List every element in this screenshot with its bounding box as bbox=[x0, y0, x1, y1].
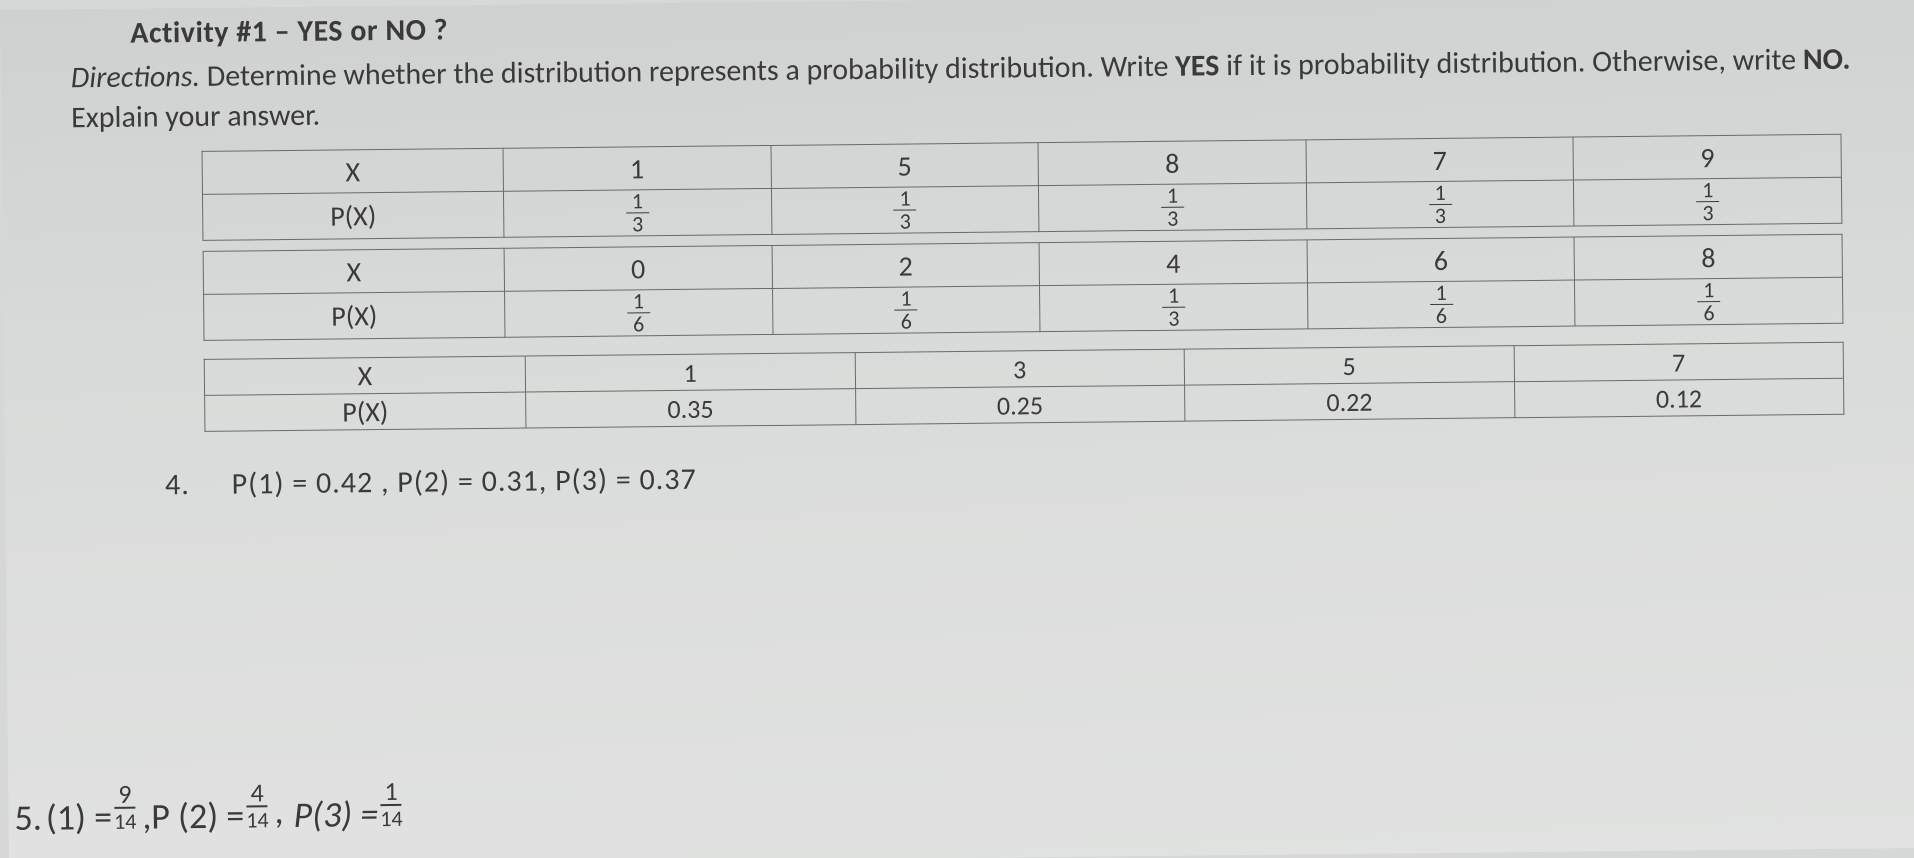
x-cell: 1 bbox=[525, 353, 855, 392]
fraction-numerator: 9 bbox=[114, 781, 135, 809]
x-cell: 6 bbox=[1307, 237, 1575, 283]
distribution-table-3: X 1 3 5 7 P(X) 0.35 0.25 0.22 0.12 bbox=[204, 342, 1845, 432]
fraction-denominator: 6 bbox=[627, 313, 650, 335]
row-header-x: X bbox=[202, 148, 503, 194]
question-4-text: P(1) = 0.42 , P(2) = 0.31, P(3) = 0.37 bbox=[231, 461, 696, 503]
fraction-denominator: 6 bbox=[1430, 305, 1453, 327]
fraction-denominator: 3 bbox=[894, 210, 917, 232]
fraction-denominator: 3 bbox=[1162, 308, 1185, 330]
p-cell: 16 bbox=[1307, 280, 1575, 329]
worksheet-page: Activity #1 – YES or NO ? Directions. De… bbox=[0, 0, 1914, 858]
row-header-px: P(X) bbox=[202, 191, 503, 240]
p-cell: 16 bbox=[505, 288, 773, 337]
fraction: 9 14 bbox=[114, 781, 137, 833]
fraction: 4 14 bbox=[246, 779, 269, 831]
question-4: 4. P(1) = 0.42 , P(2) = 0.31, P(3) = 0.3… bbox=[165, 448, 1879, 503]
p-cell: 13 bbox=[1306, 180, 1574, 229]
p-cell: 16 bbox=[772, 286, 1040, 335]
fraction-denominator: 6 bbox=[1697, 302, 1720, 324]
fraction: 1 14 bbox=[380, 778, 403, 830]
fraction-denominator: 14 bbox=[114, 809, 137, 833]
fraction-numerator: 1 bbox=[380, 778, 401, 806]
p-cell: 13 bbox=[1039, 183, 1307, 232]
question-5: 5. (1) = 9 14 ,P (2) = 4 14 , P(3) = 1 1… bbox=[14, 784, 405, 840]
directions-text-2: if it is probability distribution. Other… bbox=[1219, 41, 1803, 84]
q5-sep-1: ,P (2) = bbox=[142, 794, 244, 839]
x-cell: 5 bbox=[1184, 346, 1514, 385]
directions-label: Directions. bbox=[71, 58, 201, 96]
p-cell: 13 bbox=[1574, 177, 1842, 226]
q5-lhs-1: (1) = bbox=[46, 795, 113, 840]
question-number: 4. bbox=[165, 466, 190, 503]
directions-text-1: Determine whether the distribution repre… bbox=[207, 48, 1176, 95]
p-cell: 13 bbox=[771, 186, 1039, 235]
p-cell: 0.12 bbox=[1514, 378, 1844, 417]
fraction-denominator: 3 bbox=[1429, 205, 1452, 227]
x-cell: 8 bbox=[1038, 140, 1306, 186]
q5-sep-2: , bbox=[274, 789, 283, 833]
p-cell: 13 bbox=[1040, 283, 1308, 332]
directions-no: NO. bbox=[1803, 41, 1851, 78]
x-cell: 7 bbox=[1306, 137, 1574, 183]
distribution-table-2: X 0 2 4 6 8 P(X) 16 16 13 16 16 bbox=[203, 234, 1844, 341]
fraction-numerator: 4 bbox=[246, 779, 267, 807]
fraction-denominator: 6 bbox=[895, 310, 918, 332]
row-header-x: X bbox=[204, 356, 525, 395]
q5-part-1: (1) = 9 14 bbox=[46, 787, 139, 840]
tables-container: X 1 5 8 7 9 P(X) 13 13 13 13 13 X 0 2 bbox=[202, 134, 1865, 432]
row-header-x: X bbox=[203, 248, 504, 294]
q5-part-3: P(3) = 1 14 bbox=[293, 784, 405, 837]
distribution-table-1: X 1 5 8 7 9 P(X) 13 13 13 13 13 bbox=[202, 134, 1843, 241]
row-header-px: P(X) bbox=[205, 392, 526, 431]
x-cell: 9 bbox=[1573, 134, 1841, 180]
x-cell: 3 bbox=[855, 349, 1185, 388]
question-number: 5. bbox=[14, 796, 42, 840]
fraction-denominator: 14 bbox=[380, 806, 403, 830]
p-cell: 0.35 bbox=[526, 389, 856, 428]
x-cell: 1 bbox=[503, 145, 771, 191]
q5-part-2: ,P (2) = 4 14 bbox=[142, 785, 271, 838]
fraction-denominator: 3 bbox=[1696, 202, 1719, 224]
q5-lhs-3: P(3) = bbox=[293, 792, 378, 837]
x-cell: 2 bbox=[772, 243, 1040, 289]
p-cell: 0.25 bbox=[855, 385, 1185, 424]
fraction-denominator: 14 bbox=[246, 807, 269, 831]
x-cell: 4 bbox=[1039, 240, 1307, 286]
fraction-denominator: 3 bbox=[1161, 208, 1184, 230]
p-cell: 0.22 bbox=[1185, 382, 1515, 421]
p-cell: 13 bbox=[503, 188, 771, 237]
directions-text-3: Explain your answer. bbox=[71, 97, 320, 137]
x-cell: 5 bbox=[771, 143, 1039, 189]
directions-yes: YES bbox=[1175, 47, 1219, 84]
p-cell: 16 bbox=[1575, 277, 1843, 326]
row-header-px: P(X) bbox=[204, 291, 505, 340]
x-cell: 0 bbox=[504, 245, 772, 291]
x-cell: 7 bbox=[1514, 342, 1844, 381]
directions-block: Directions. Determine whether the distri… bbox=[71, 39, 1876, 138]
x-cell: 8 bbox=[1574, 234, 1842, 280]
fraction-denominator: 3 bbox=[626, 213, 649, 235]
